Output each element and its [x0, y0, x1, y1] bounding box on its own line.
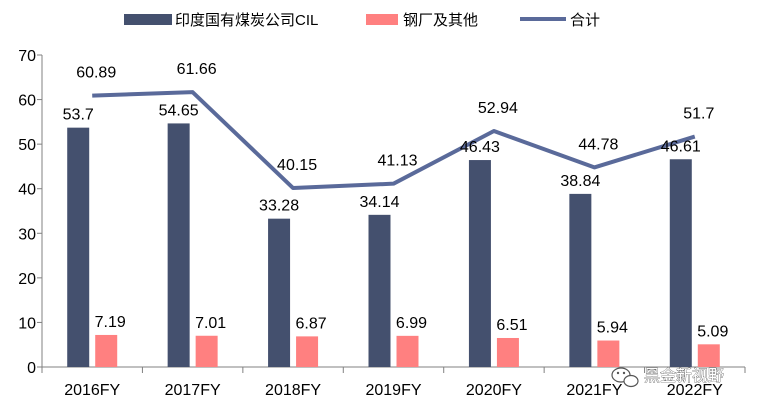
total-line — [92, 90, 696, 191]
y-tick-label: 20 — [18, 271, 36, 288]
bar-cil — [368, 214, 391, 367]
data-label-steel: 7.19 — [95, 314, 126, 331]
bar-cil — [468, 160, 491, 367]
y-tick-label: 30 — [18, 226, 36, 243]
legend-label: 钢厂及其他 — [403, 12, 478, 29]
bar-steel — [597, 340, 620, 367]
data-label-cil: 54.65 — [159, 102, 199, 119]
data-label-cil: 33.28 — [259, 198, 299, 215]
bar-cil — [67, 127, 90, 367]
legend-item-steel: 钢厂及其他 — [366, 12, 478, 29]
bar-steel — [697, 344, 720, 367]
watermark: 黑金新视野 — [611, 366, 724, 388]
legend-item-total: 合计 — [520, 12, 600, 29]
data-label-cil: 38.84 — [560, 173, 600, 190]
data-label-total: 51.7 — [683, 106, 714, 123]
x-tick-label: 2017FY — [165, 382, 221, 399]
data-label-steel: 6.99 — [396, 315, 427, 332]
data-label-cil: 53.7 — [63, 107, 94, 124]
data-label-cil: 46.43 — [460, 139, 500, 156]
data-label-total: 41.13 — [377, 153, 417, 170]
y-tick-label: 60 — [18, 93, 36, 110]
y-tick-label: 10 — [18, 315, 36, 332]
bar-cil — [669, 159, 692, 367]
bar-steel — [296, 336, 319, 367]
bar-cil — [569, 193, 592, 367]
legend-label: 印度国有煤炭公司CIL — [175, 12, 318, 29]
bar-steel — [496, 337, 519, 367]
x-tick-label: 2016FY — [64, 382, 120, 399]
data-label-steel: 5.94 — [597, 320, 628, 337]
legend-label: 合计 — [570, 12, 600, 29]
legend-swatch — [366, 14, 398, 25]
data-label-steel: 6.51 — [496, 317, 527, 334]
total-series-line — [92, 90, 696, 191]
y-tick-label: 40 — [18, 182, 36, 199]
watermark-text: 黑金新视野 — [644, 366, 724, 385]
wechat-icon — [611, 367, 639, 388]
x-tick-label: 2020FY — [466, 382, 522, 399]
y-axis: 0 10 20 30 40 50 60 70 — [18, 48, 43, 377]
data-labels: 53.7 54.65 33.28 34.14 46.43 38.84 46.61 7.19 7.… — [63, 61, 729, 340]
data-label-total: 44.78 — [578, 136, 618, 153]
bar-cil — [268, 218, 291, 367]
x-tick-label: 2022FY — [667, 382, 723, 399]
x-tick-label: 2018FY — [265, 382, 321, 399]
bar-steel — [396, 335, 419, 367]
legend: 印度国有煤炭公司CIL 钢厂及其他 合计 — [124, 12, 600, 29]
bar-cil — [167, 123, 190, 367]
data-label-total: 52.94 — [478, 100, 518, 117]
y-tick-label: 70 — [18, 48, 36, 65]
data-label-cil: 34.14 — [359, 194, 399, 211]
data-label-cil: 46.61 — [661, 138, 701, 155]
y-tick-label: 0 — [27, 360, 36, 377]
data-label-steel: 6.87 — [296, 315, 327, 332]
bars — [67, 123, 720, 367]
x-axis: 2016FY 2017FY 2018FY 2019FY 2020FY 2021FY 2022… — [41, 366, 746, 399]
data-label-steel: 5.09 — [697, 323, 728, 340]
bar-steel — [195, 335, 218, 367]
data-label-total: 40.15 — [277, 157, 317, 174]
bar-steel — [95, 334, 118, 367]
data-label-total: 61.66 — [177, 61, 217, 78]
data-label-steel: 7.01 — [195, 315, 226, 332]
x-tick-label: 2021FY — [566, 382, 622, 399]
legend-swatch — [124, 14, 172, 25]
y-tick-label: 50 — [18, 137, 36, 154]
data-label-total: 60.89 — [76, 65, 116, 82]
legend-item-cil: 印度国有煤炭公司CIL — [124, 12, 318, 29]
x-tick-label: 2019FY — [365, 382, 421, 399]
